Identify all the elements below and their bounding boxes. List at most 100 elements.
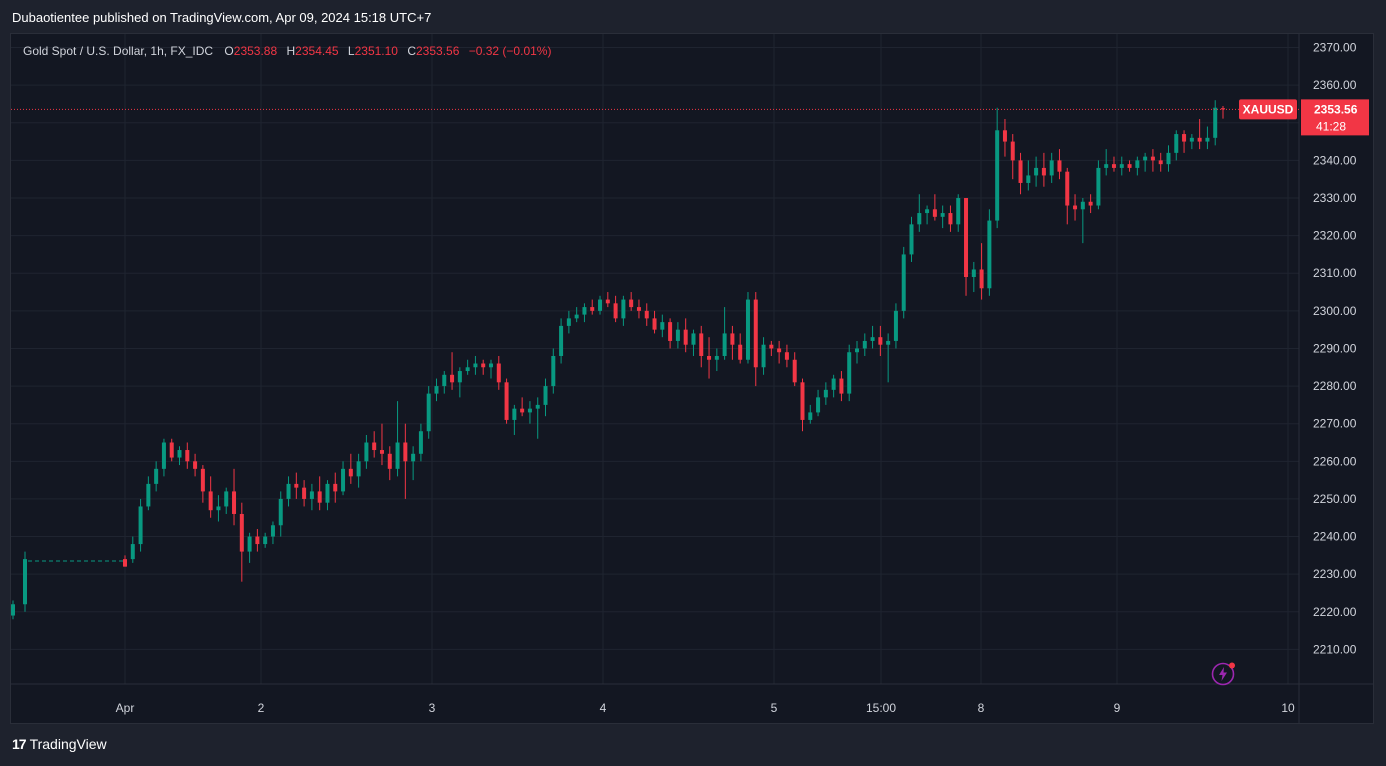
candle-body [753, 299, 758, 368]
y-tick-label: 2370.00 [1313, 41, 1357, 55]
candle-body [364, 442, 369, 462]
candle-body [1088, 201, 1093, 206]
candle-body [1158, 160, 1163, 165]
candle-body [263, 536, 268, 545]
candle-body [130, 544, 135, 560]
candle-body [473, 363, 478, 368]
candle-body [1111, 164, 1116, 168]
candle-body [1034, 167, 1039, 176]
candle-body [995, 130, 1000, 221]
tradingview-logo[interactable]: 17 TradingView [12, 736, 107, 752]
candle-body [839, 378, 844, 394]
candle-body [356, 461, 361, 477]
candle-body [1189, 137, 1194, 142]
candle-body [870, 337, 875, 341]
candle-body [1127, 164, 1132, 168]
high-value: 2354.45 [295, 44, 339, 58]
candle-body [831, 378, 836, 390]
y-tick-label: 2310.00 [1313, 266, 1357, 280]
chart-area[interactable]: 2370.002360.002350.002340.002330.002320.… [10, 33, 1374, 724]
candlestick-chart[interactable]: 2370.002360.002350.002340.002330.002320.… [11, 34, 1373, 723]
lightning-bolt-icon[interactable] [1211, 662, 1235, 686]
candle-body [239, 513, 244, 552]
symbol-label: Gold Spot / U.S. Dollar, 1h, FX_IDC [23, 44, 214, 58]
candle-body [1119, 164, 1124, 168]
y-tick-label: 2280.00 [1313, 379, 1357, 393]
x-tick-label: 8 [978, 701, 985, 715]
candle-body [1205, 137, 1210, 142]
candle-body [714, 355, 719, 360]
candle-body [1096, 167, 1101, 206]
open-label: O [224, 44, 234, 58]
candle-body [901, 254, 906, 311]
candle-body [123, 559, 127, 567]
candle-body [792, 359, 797, 383]
y-tick-label: 2290.00 [1313, 341, 1357, 355]
candle-body [925, 209, 930, 214]
candle-body [185, 450, 190, 462]
candle-body [489, 363, 493, 368]
candle-body [590, 307, 595, 311]
candle-body [302, 487, 307, 499]
candle-body [520, 408, 525, 413]
candle-body [644, 310, 649, 319]
candle-body [450, 374, 455, 383]
ticker-label: XAUUSD [1243, 102, 1294, 116]
candle-body [893, 310, 898, 341]
candle-body [1026, 175, 1031, 183]
candle-body [1010, 141, 1015, 161]
candle-body [255, 536, 260, 545]
candle-body [979, 269, 984, 289]
candle-body [730, 333, 735, 345]
candle-body [309, 491, 314, 499]
candle-body [177, 450, 182, 458]
candle-body [224, 491, 229, 507]
candle-body [1049, 160, 1054, 176]
candle-body [582, 307, 587, 315]
candle-body [193, 461, 198, 469]
candle-body [1213, 107, 1218, 138]
candle-body [847, 352, 852, 394]
tradingview-brand: TradingView [29, 736, 107, 752]
x-tick-label: 5 [771, 701, 778, 715]
price-tag [1301, 99, 1369, 136]
y-tick-label: 2340.00 [1313, 153, 1357, 167]
price-tag-value: 2353.56 [1314, 102, 1358, 116]
candle-body [816, 397, 821, 413]
price-tag-countdown: 41:28 [1316, 119, 1346, 133]
candle-body [808, 412, 813, 420]
x-tick-label: Apr [116, 701, 135, 715]
candle-body [372, 442, 377, 451]
x-tick-label: 3 [429, 701, 436, 715]
candle-body [574, 314, 579, 319]
candle-body [1104, 164, 1109, 168]
candle-body [411, 453, 416, 462]
candle-body [1174, 134, 1179, 153]
close-value: 2353.56 [416, 44, 460, 58]
candle-body [481, 363, 486, 368]
y-tick-label: 2230.00 [1313, 567, 1357, 581]
candle-body [777, 348, 782, 353]
candle-body [457, 371, 462, 383]
candle-body [317, 491, 322, 503]
candle-body [465, 367, 470, 372]
candle-body [1018, 160, 1023, 183]
candle-body [232, 491, 237, 514]
y-tick-label: 2220.00 [1313, 605, 1357, 619]
candle-body [426, 393, 431, 432]
candle-body [964, 198, 969, 277]
candle-body [886, 340, 891, 345]
candle-body [769, 344, 774, 349]
candle-body [745, 299, 750, 360]
high-label: H [286, 44, 296, 58]
low-label: L [347, 44, 355, 58]
candle-body [559, 325, 564, 356]
candle-body [1002, 130, 1007, 142]
candle-body [247, 536, 252, 552]
candle-body [527, 408, 532, 413]
candle-body [917, 213, 922, 225]
candle-body [862, 340, 867, 349]
candle-body [956, 198, 961, 225]
candle-body [932, 209, 937, 217]
candle-body [629, 299, 634, 308]
